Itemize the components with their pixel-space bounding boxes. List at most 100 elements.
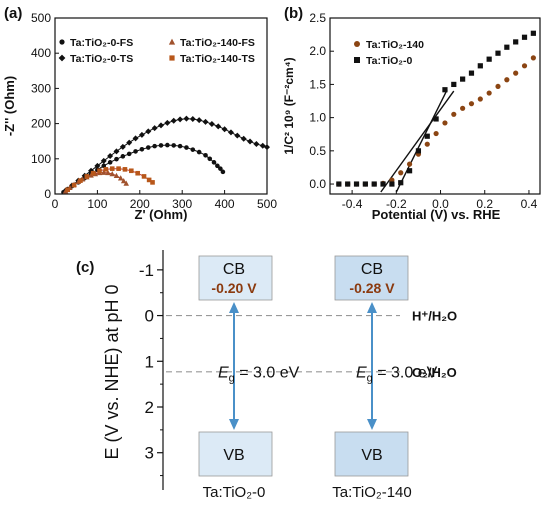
panel-c-redox-levels: H⁺/H₂O O₂/H₂O xyxy=(166,309,457,380)
data-point xyxy=(90,170,96,176)
data-point xyxy=(460,105,466,111)
panel-c-label: (c) xyxy=(76,259,94,276)
x-tick-label: 0.0 xyxy=(432,197,449,211)
data-point xyxy=(145,145,151,150)
data-point xyxy=(132,135,139,142)
panel-b-frame xyxy=(329,17,541,195)
y-tick-label: 2 xyxy=(145,398,154,417)
y-tick-label: -1 xyxy=(139,261,154,280)
data-point xyxy=(442,120,448,126)
redox-level-label: H⁺/H₂O xyxy=(412,309,457,324)
legend-marker xyxy=(169,55,175,61)
data-point xyxy=(113,148,120,155)
data-point xyxy=(122,167,128,172)
data-point xyxy=(138,131,145,138)
x-tick-label: 0 xyxy=(52,197,59,211)
panel-b: (b) -0.4 -0.2 0.0 0.2 0.4 0.0 0.5 1.0 1.5 2.0 2.5… xyxy=(282,5,541,222)
data-point xyxy=(133,149,138,154)
data-point xyxy=(406,161,413,167)
data-point xyxy=(183,115,190,122)
material-name: Ta:TiO₂-140 xyxy=(332,484,411,501)
data-point xyxy=(97,168,102,174)
legend-label: Ta:TiO₂-140-FS xyxy=(180,37,255,49)
data-point xyxy=(152,143,157,149)
data-point xyxy=(117,175,124,181)
data-point xyxy=(126,139,133,146)
x-tick-label: 0.4 xyxy=(521,197,538,211)
data-point xyxy=(530,30,536,36)
data-point xyxy=(345,181,351,187)
data-point xyxy=(215,123,222,130)
data-point xyxy=(65,187,71,193)
vb-label: VB xyxy=(223,447,244,464)
data-point xyxy=(139,146,145,152)
data-point xyxy=(116,166,121,171)
data-point xyxy=(190,147,196,152)
x-tick-label: 500 xyxy=(257,197,277,211)
data-point xyxy=(107,160,113,165)
data-point xyxy=(513,70,519,76)
data-point xyxy=(380,181,386,187)
y-tick-label: 0.0 xyxy=(309,177,326,191)
data-point xyxy=(196,149,202,155)
data-point xyxy=(203,152,208,158)
legend-marker xyxy=(354,57,360,63)
panel-c-y-ticks: -1 0 1 2 3 xyxy=(139,261,163,477)
data-point xyxy=(442,87,448,93)
data-point xyxy=(521,34,528,40)
data-point xyxy=(353,181,360,187)
x-tick-label: 200 xyxy=(130,197,150,211)
data-point xyxy=(196,117,203,124)
band-gap-label: Eg = 3.0 eV xyxy=(218,364,300,384)
data-point xyxy=(202,118,209,125)
data-point xyxy=(141,174,147,179)
data-point xyxy=(513,39,519,45)
data-point xyxy=(424,141,430,147)
y-tick-label: 2.5 xyxy=(309,11,326,25)
data-point xyxy=(119,143,126,150)
x-tick-label: 400 xyxy=(215,197,235,211)
data-point xyxy=(129,168,134,174)
data-point xyxy=(103,167,109,172)
data-point xyxy=(486,90,492,96)
data-point xyxy=(158,122,164,129)
data-point xyxy=(240,135,247,142)
cb-value: -0.28 V xyxy=(349,280,395,296)
gap-arrow-head xyxy=(367,419,377,430)
legend-marker xyxy=(168,38,176,45)
data-point xyxy=(477,96,483,102)
data-point xyxy=(171,143,177,148)
data-point xyxy=(109,166,115,171)
data-point xyxy=(123,180,129,186)
vb-label: VB xyxy=(361,447,382,464)
y-tick-label: 1 xyxy=(145,352,154,371)
y-tick-label: 0 xyxy=(44,187,51,201)
data-point xyxy=(495,83,501,90)
panel-b-xlabel: Potential (V) vs. RHE xyxy=(372,207,501,222)
data-point xyxy=(88,167,95,174)
data-point xyxy=(105,169,111,176)
data-point xyxy=(451,81,457,88)
data-point xyxy=(433,130,439,137)
legend-label: Ta:TiO₂-0 xyxy=(366,55,412,67)
panel-a-label: (a) xyxy=(4,5,22,22)
x-tick-label: 300 xyxy=(172,197,192,211)
data-point xyxy=(221,126,228,133)
data-point xyxy=(120,177,127,184)
panel-a-ylabel: -Z'' (Ohm) xyxy=(2,76,17,136)
data-point xyxy=(234,132,241,139)
data-point xyxy=(362,181,368,187)
x-tick-label: 100 xyxy=(87,197,107,211)
x-tick-label: -0.2 xyxy=(386,197,407,211)
panel-c: (c) -1 0 1 2 3 E (V vs. NHE) at pH 0 H⁺/H₂O O… xyxy=(76,250,457,501)
data-point xyxy=(177,116,184,123)
data-point xyxy=(94,162,101,169)
y-tick-label: 1.5 xyxy=(309,77,326,91)
legend-label: Ta:TiO₂-0-TS xyxy=(70,53,133,65)
x-tick-label: 0.2 xyxy=(476,197,493,211)
legend-marker xyxy=(58,54,66,62)
data-point xyxy=(398,180,404,186)
data-point xyxy=(109,170,115,177)
data-point xyxy=(120,154,126,159)
